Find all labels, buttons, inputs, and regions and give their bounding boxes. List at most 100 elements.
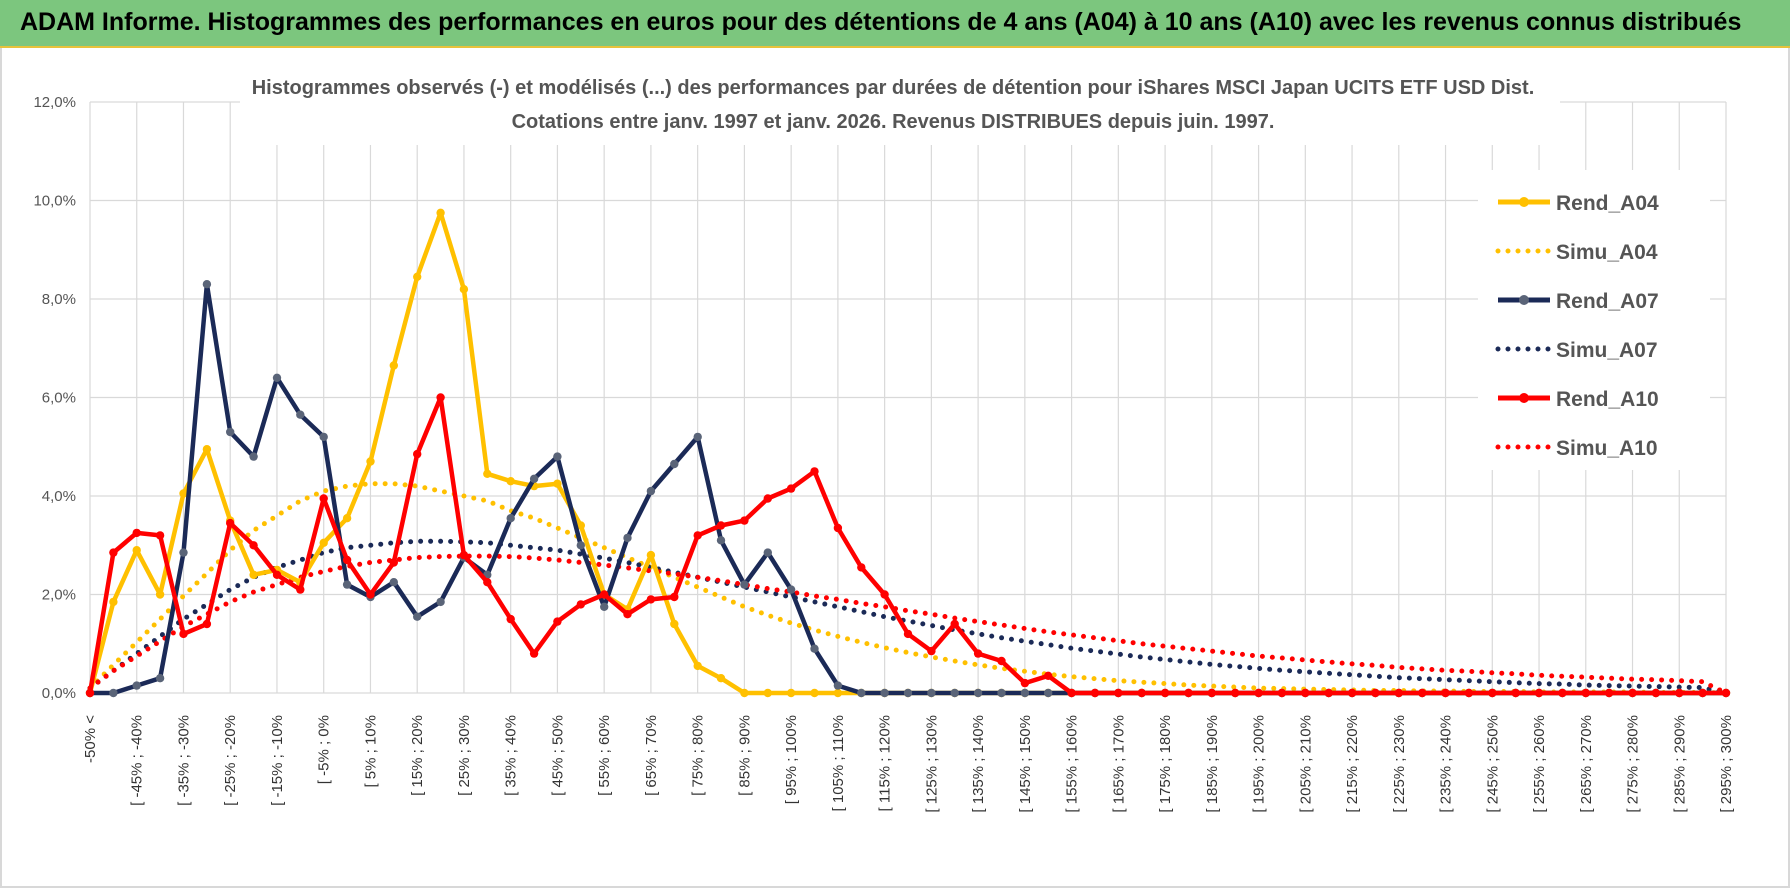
data-point: [366, 590, 375, 599]
data-point: [880, 590, 889, 599]
x-tick-label: [ 245% ; 250%: [1484, 715, 1501, 813]
x-tick-label: [ 135% ; 140%: [970, 715, 987, 813]
data-point: [459, 550, 469, 560]
data-point: [342, 514, 352, 523]
data-point: [272, 570, 282, 579]
x-tick-label: [ 165% ; 170%: [1110, 715, 1127, 813]
legend-item-Rend_A07: Rend_A07: [1498, 290, 1659, 313]
data-point: [693, 661, 702, 671]
x-axis: -50% < [ -45% ; -40% [ -35% ; -30% [ -25% ;…: [82, 715, 1735, 813]
x-tick-label: [ 235% ; 240%: [1438, 715, 1455, 813]
x-tick-label: [ -25% ; -20%: [222, 715, 239, 806]
data-point: [342, 555, 352, 565]
legend-label: Simu_A04: [1556, 241, 1658, 264]
data-point: [600, 602, 609, 611]
series-Simu_A10: [87, 553, 1729, 696]
data-point: [483, 469, 492, 478]
data-point: [670, 592, 679, 602]
legend-marker: [1519, 295, 1529, 305]
data-point: [155, 590, 165, 599]
x-tick-label: [ 145% ; 150%: [1017, 715, 1034, 813]
data-point: [272, 373, 282, 382]
data-point: [810, 688, 819, 698]
data-point: [693, 531, 702, 540]
data-point: [179, 548, 188, 557]
data-point: [576, 521, 585, 530]
x-tick-label: [ 295% ; 300%: [1718, 715, 1735, 813]
data-point: [132, 681, 141, 690]
x-tick-label: [ 185% ; 190%: [1204, 715, 1221, 813]
x-tick-label: [ 5% ; 10%: [362, 715, 379, 788]
legend: Rend_A04 Simu_A04 Rend_A07 Simu_A07 Rend_A10…: [1495, 192, 1659, 460]
x-tick-label: [ 215% ; 220%: [1344, 715, 1361, 813]
data-point: [459, 285, 469, 294]
x-tick-label: [ -45% ; -40%: [129, 715, 146, 806]
data-point: [1044, 688, 1053, 698]
x-tick-label: [ 85% ; 90%: [736, 715, 753, 796]
data-point: [1020, 688, 1030, 698]
data-point: [85, 688, 95, 698]
data-point: [553, 452, 562, 461]
data-point: [1628, 688, 1637, 698]
data-point: [1114, 688, 1123, 698]
y-axis: 0,0% 2,0% 4,0% 6,0% 8,0% 10,0% 12,0%: [33, 94, 76, 702]
data-point: [342, 580, 352, 589]
legend-marker: [1519, 197, 1529, 207]
x-tick-label: [ -35% ; -30%: [175, 715, 192, 806]
data-point: [1604, 688, 1614, 698]
x-tick-label: [ 105% ; 110%: [830, 715, 847, 811]
data-point: [1067, 688, 1076, 698]
legend-item-Rend_A10: Rend_A10: [1498, 388, 1659, 411]
data-point: [833, 523, 843, 533]
data-point: [226, 518, 235, 528]
data-point: [319, 538, 328, 547]
x-tick-label: [ 195% ; 200%: [1251, 715, 1268, 813]
legend-label: Simu_A10: [1556, 437, 1658, 460]
data-point: [810, 467, 819, 476]
data-point: [109, 688, 118, 698]
data-point: [296, 410, 305, 419]
data-point: [763, 548, 772, 557]
data-point: [1324, 688, 1333, 698]
data-point: [763, 688, 772, 698]
data-point: [623, 610, 632, 619]
data-point: [179, 629, 188, 639]
data-point: [1418, 688, 1427, 698]
data-point: [997, 688, 1006, 698]
x-tick-label: [ 35% ; 40%: [503, 715, 520, 796]
data-point: [529, 649, 539, 658]
data-point: [716, 536, 726, 545]
y-tick-label: 0,0%: [42, 685, 76, 702]
x-tick-label: [ 205% ; 210%: [1297, 715, 1314, 813]
x-tick-label: [ 75% ; 80%: [690, 715, 707, 796]
data-point: [646, 550, 656, 560]
data-point: [670, 459, 679, 469]
data-point: [740, 688, 749, 698]
data-point: [202, 619, 212, 629]
data-point: [857, 563, 866, 572]
data-point: [1207, 688, 1217, 698]
x-tick-label: [ 55% ; 60%: [596, 715, 613, 796]
data-point: [389, 558, 398, 567]
data-point: [623, 533, 632, 543]
legend-label: Rend_A07: [1556, 290, 1659, 313]
x-tick-label: [ 45% ; 50%: [549, 715, 566, 796]
data-point: [973, 688, 983, 698]
data-point: [880, 688, 889, 698]
x-tick-label: [ 15% ; 20%: [409, 715, 426, 796]
banner-title: ADAM Informe. Histogrammes des performan…: [20, 8, 1742, 36]
data-point: [436, 597, 445, 607]
legend-item-Simu_A04: Simu_A04: [1495, 241, 1658, 264]
data-point: [1137, 688, 1146, 698]
data-point: [1301, 688, 1310, 698]
legend-label: Rend_A10: [1556, 388, 1659, 411]
data-point: [903, 688, 913, 698]
data-point: [786, 484, 796, 493]
x-tick-label: [ 65% ; 70%: [643, 715, 660, 796]
y-tick-label: 12,0%: [33, 94, 76, 111]
data-point: [646, 486, 656, 496]
data-point: [973, 649, 983, 658]
data-point: [950, 688, 959, 698]
legend-label: Simu_A07: [1556, 339, 1658, 362]
